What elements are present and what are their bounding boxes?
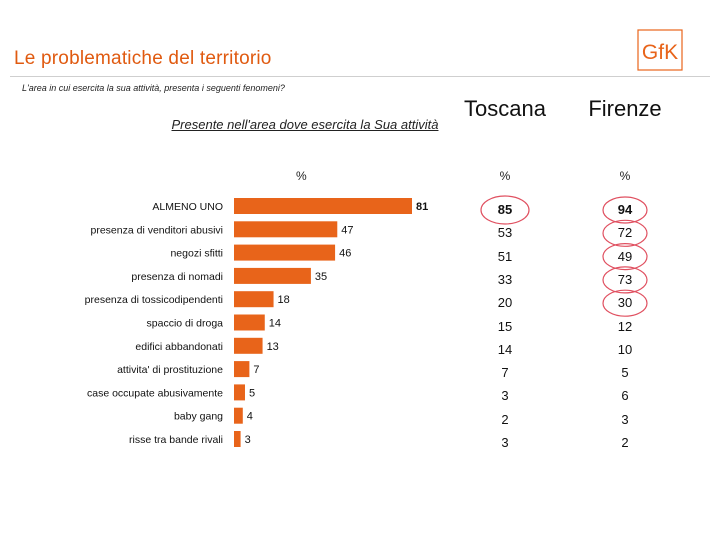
column-unit-firenze: % xyxy=(619,169,631,183)
cell-firenze: 30 xyxy=(617,295,633,311)
cell-toscana: 51 xyxy=(497,248,513,264)
category-label: edifici abbandonati xyxy=(135,341,223,353)
bar xyxy=(234,314,265,331)
cell-firenze: 5 xyxy=(621,365,629,381)
bar-value-label: 7 xyxy=(253,364,259,376)
cell-toscana: 33 xyxy=(497,271,513,287)
bar xyxy=(234,198,412,214)
category-label: presenza di tossicodipendenti xyxy=(85,294,223,306)
category-label: attivita' di prostituzione xyxy=(117,364,223,376)
bar-value-label: 47 xyxy=(341,224,353,236)
chart-unit: % xyxy=(296,169,307,183)
bar xyxy=(234,244,336,261)
cell-firenze: 10 xyxy=(617,341,633,357)
bar xyxy=(234,407,243,424)
cell-toscana: 15 xyxy=(497,318,513,334)
bar-value-label: 3 xyxy=(245,434,251,446)
category-label: presenza di venditori abusivi xyxy=(91,224,224,236)
cell-toscana: 14 xyxy=(497,341,513,357)
bar-value-label: 14 xyxy=(269,318,281,330)
bar-value-label: 35 xyxy=(315,271,327,283)
category-label: baby gang xyxy=(174,411,223,423)
bar xyxy=(234,221,338,238)
circle-firenze xyxy=(602,289,648,317)
circle-firenze xyxy=(602,219,648,247)
cell-toscana: 20 xyxy=(497,295,513,311)
bar-value-label: 13 xyxy=(267,341,279,353)
page-title: Le problematiche del territorio xyxy=(14,48,272,69)
bar xyxy=(234,431,241,447)
cell-firenze: 49 xyxy=(617,248,633,264)
cell-firenze: 94 xyxy=(617,202,633,217)
bar xyxy=(234,337,263,354)
cell-toscana: 3 xyxy=(501,388,509,404)
cell-firenze: 6 xyxy=(621,388,629,404)
bar xyxy=(234,361,250,378)
category-label: risse tra bande rivali xyxy=(129,434,223,446)
column-unit-toscana: % xyxy=(499,169,511,183)
category-label: negozi sfitti xyxy=(170,248,223,260)
category-label: presenza di nomadi xyxy=(131,271,223,283)
column-header-toscana: Toscana xyxy=(464,96,546,121)
comparison-table: 85 94 53 72 51 49 33 73 20 30 15 12 14 10 7 5 3 6 2 3 3 2 xyxy=(440,190,710,470)
category-label: ALMENO UNO xyxy=(152,201,223,213)
cell-toscana: 3 xyxy=(501,435,509,450)
circle-firenze xyxy=(602,266,648,294)
bar-value-label: 4 xyxy=(247,411,253,423)
cell-firenze: 12 xyxy=(617,318,633,334)
cell-firenze: 72 xyxy=(617,225,633,241)
cell-toscana: 7 xyxy=(501,365,509,381)
bar xyxy=(234,267,311,284)
bar-value-label: 5 xyxy=(249,387,255,399)
cell-firenze: 2 xyxy=(621,435,629,450)
title-divider xyxy=(10,76,710,77)
category-label: spaccio di droga xyxy=(147,318,224,330)
bar xyxy=(234,384,245,401)
category-label: case occupate abusivamente xyxy=(87,387,223,399)
logo-text: GfK xyxy=(642,41,678,64)
survey-question: L'area in cui esercita la sua attività, … xyxy=(22,83,285,93)
circle-firenze xyxy=(602,242,648,271)
highlight-circles xyxy=(480,195,648,317)
circle-toscana xyxy=(480,195,530,225)
cell-toscana: 2 xyxy=(501,411,509,427)
bar-value-label: 81 xyxy=(416,201,428,213)
bar-value-label: 18 xyxy=(278,294,290,306)
bar-chart: ALMENO UNO 81 presenza di venditori abusiv… xyxy=(85,198,428,447)
cell-firenze: 3 xyxy=(621,411,629,427)
bar xyxy=(234,291,274,308)
cell-toscana: 85 xyxy=(497,202,513,217)
column-header-firenze: Firenze xyxy=(588,96,662,121)
bar-value-label: 46 xyxy=(339,248,351,260)
gfk-logo-icon: GfK xyxy=(637,29,683,71)
chart-title: Presente nell'area dove esercita la Sua … xyxy=(171,117,439,132)
cell-firenze: 73 xyxy=(617,271,633,287)
circle-firenze xyxy=(602,196,648,224)
cell-toscana: 53 xyxy=(497,225,513,241)
